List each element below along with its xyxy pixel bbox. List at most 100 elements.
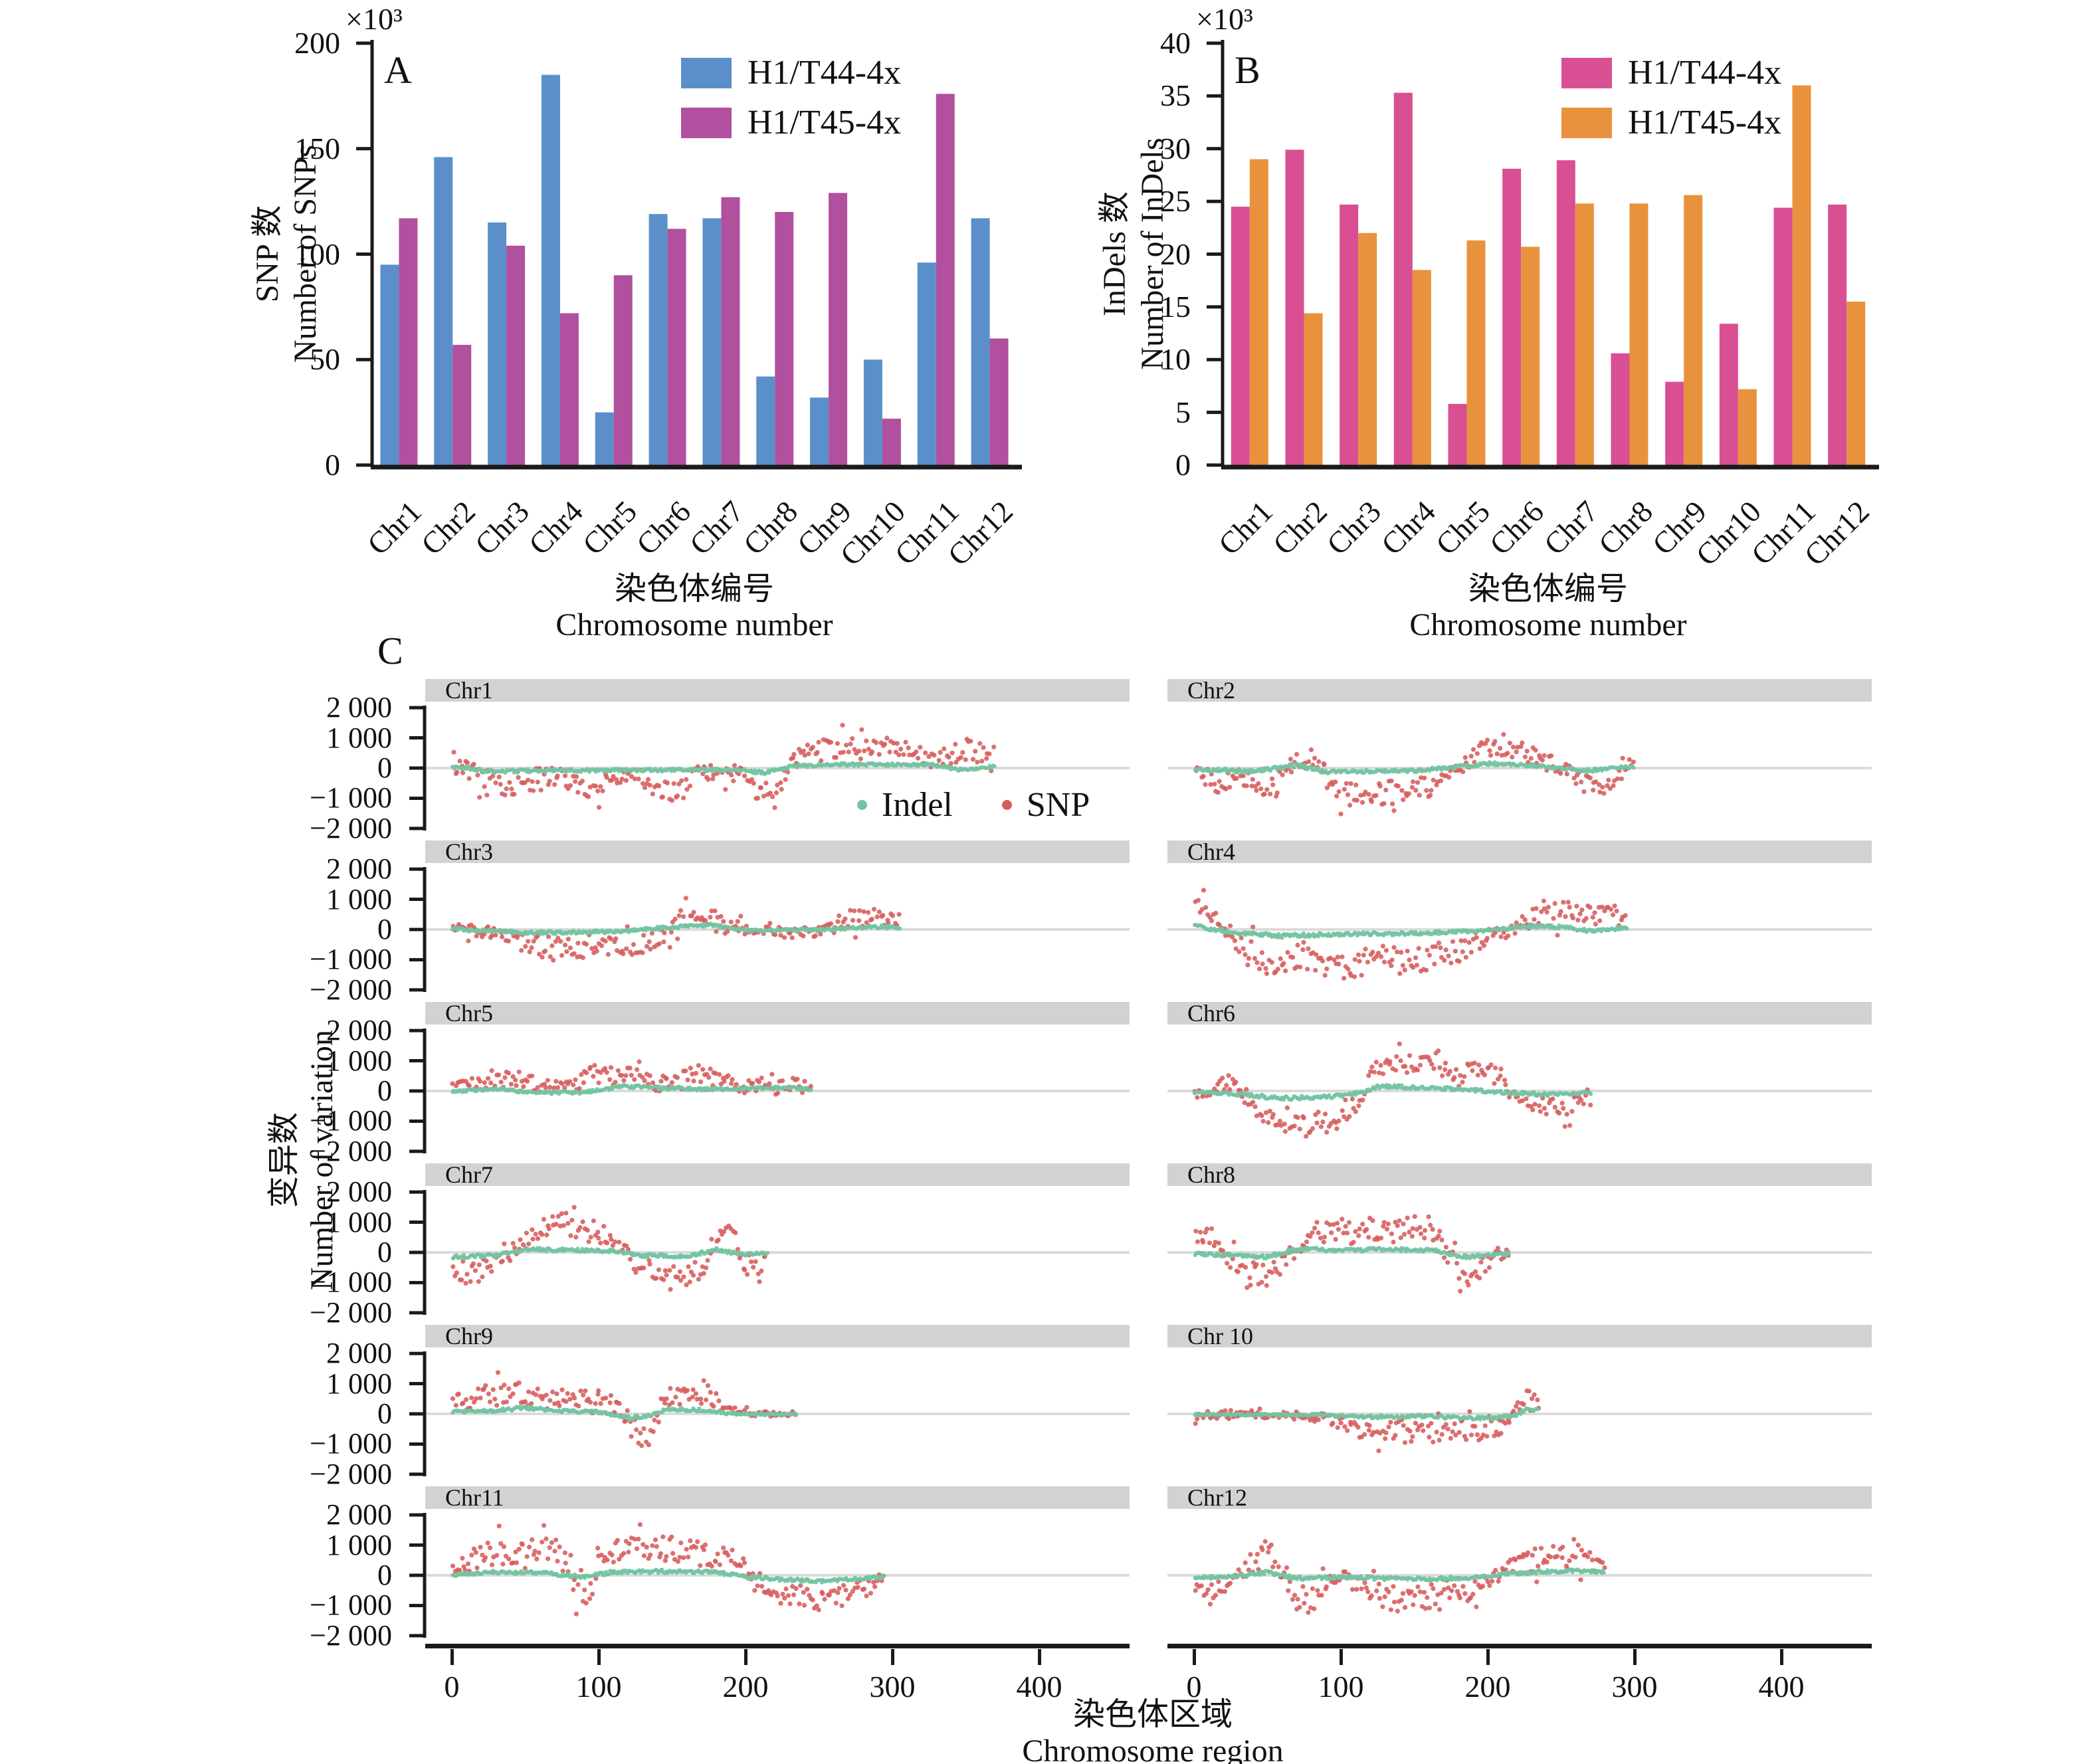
bar-chart-b-series-2-bars (1249, 85, 1866, 465)
panel-a-legend-row-1: H1/T44-4x (681, 53, 901, 92)
panel-c-y-tick-label: 0 (377, 913, 392, 945)
subplot-strip-chr7: Chr7 (425, 1163, 1130, 1187)
bar-chart-a-y-tick-label: 200 (294, 26, 340, 60)
subplot-y-axis (409, 1029, 427, 1153)
panel-c-y-tick-label: −1 000 (310, 1266, 392, 1299)
panel-c-y-tick-label: −2 000 (310, 1296, 392, 1329)
panel-c-x-tick (1038, 1649, 1041, 1665)
legend-swatch-orange (1561, 107, 1612, 138)
snp-points-group (1193, 1388, 1542, 1454)
panel-c-y-tick-label: −2 000 (310, 1134, 392, 1167)
scatter-subplot-chr8 (1167, 1214, 1872, 1294)
panel-b-legend: H1/T44-4x H1/T45-4x (1561, 53, 1781, 142)
indel-points-group (1193, 1567, 1606, 1583)
panel-a-exponent: ×10³ (346, 2, 403, 36)
panel-c-y-tick-label: −2 000 (310, 811, 392, 844)
subplot-strip-chr9: Chr9 (425, 1323, 1130, 1349)
indel-points-group (450, 1246, 770, 1260)
panel-c-x-tick-label: 100 (575, 1670, 622, 1704)
indel-points-group (1193, 1406, 1540, 1422)
panel-b-x-axis-title-zh: 染色体编号 (1468, 571, 1628, 607)
panel-a-x-axis-title-en: Chromosome number (555, 607, 833, 642)
indel-legend-marker (857, 800, 867, 810)
panel-c-x-tick-label: 200 (1464, 1670, 1511, 1704)
panel-c-y-tick-label: 1 000 (326, 1044, 392, 1077)
panel-c-x-tick-label: 0 (1186, 1670, 1202, 1704)
panel-b-x-axis-title-en: Chromosome number (1409, 607, 1687, 642)
scatter-subplot-chr3 (425, 896, 1130, 963)
snp-legend-marker (1001, 800, 1012, 810)
indel-points-group (1193, 922, 1629, 940)
subplot-y-axis (409, 1513, 427, 1638)
panel-a-legend-row-2: H1/T45-4x (681, 103, 901, 142)
subplot-strip-chr12: Chr12 (1167, 1486, 1872, 1510)
panel-c-y-tick-label: −2 000 (310, 973, 392, 1006)
panel-c-y-tick-label: 1 000 (326, 1205, 392, 1238)
panel-a-legend: H1/T44-4x H1/T45-4x (681, 53, 901, 142)
scatter-subplot-chr7 (425, 1205, 1130, 1292)
panel-c-y-tick-label: 2 000 (326, 1337, 392, 1370)
panel-c-y-tick-label: 0 (377, 1074, 392, 1107)
panel-c-y-tick-label: 0 (377, 1397, 392, 1430)
panel-c-x-axis-line (425, 1644, 1130, 1648)
snp-points-group (1192, 1041, 1593, 1139)
panel-c-y-tick-label: 0 (377, 751, 392, 784)
subplot-strip-chr10: Chr 10 (1167, 1324, 1872, 1348)
subplot-strip-label: Chr9 (445, 1323, 493, 1349)
subplot-strip-chr5: Chr5 (425, 1001, 1130, 1025)
panel-c-y-tick-label: 2 000 (326, 691, 392, 724)
panel-c-x-tick (1340, 1649, 1343, 1665)
subplot-strip-label: Chr2 (1187, 677, 1235, 704)
panel-c-y-tick-label: 2 000 (326, 1014, 392, 1047)
subplot-y-axis (409, 867, 427, 992)
indel-points-group (450, 1567, 886, 1585)
snp-points-group (450, 1522, 886, 1617)
subplot-strip-label: Chr8 (1187, 1161, 1235, 1188)
scatter-subplot-chr5 (425, 1059, 1130, 1097)
panel-b-exponent: ×10³ (1196, 2, 1253, 36)
subplot-strip-chr11: Chr11 (425, 1484, 1130, 1511)
bar-chart-b-series-1-bars (1231, 92, 1847, 466)
panel-b-legend-row-1: H1/T44-4x (1561, 53, 1781, 92)
panel-c-x-tick (1193, 1649, 1196, 1665)
subplot-strip-label: Chr11 (445, 1484, 504, 1511)
bar-chart-b-y-tick-label: 30 (1160, 131, 1191, 165)
bar-chart-b-y-tick-label: 0 (1175, 448, 1191, 482)
panel-c-x-tick-label: 300 (1611, 1670, 1658, 1704)
panel-c-x-tick (1633, 1649, 1637, 1665)
subplot-strip-label: Chr4 (1187, 838, 1235, 865)
panel-c-x-tick-label: 400 (1016, 1670, 1062, 1704)
bar-chart-a-y-tick-label: 0 (325, 448, 340, 482)
bar-chart-a-y-tick-label: 150 (294, 131, 340, 165)
scatter-subplot-chr10 (1167, 1388, 1872, 1454)
panel-c-y-tick-label: 2 000 (326, 852, 392, 886)
bar-chart-b-y-tick-label: 20 (1160, 237, 1191, 271)
panel-c-y-tick-label: −1 000 (310, 1589, 392, 1622)
indel-points-group (1192, 1082, 1593, 1102)
subplot-strip-chr2: Chr2 (1167, 677, 1872, 704)
legend-swatch-pink (1561, 57, 1612, 88)
snp-points-group (1193, 732, 1636, 817)
panel-a-x-axis-title-zh: 染色体编号 (614, 571, 774, 607)
panel-c-x-tick (1486, 1649, 1490, 1665)
panel-c-y-tick-label: 1 000 (326, 721, 392, 754)
scatter-subplot-chr1 (425, 722, 1130, 811)
bar-chart-b-y-tick-label: 10 (1160, 342, 1191, 377)
legend-swatch-blue (681, 57, 732, 88)
bar-chart-a-y-tick-label: 100 (294, 237, 340, 271)
panel-c-x-tick-label: 400 (1758, 1670, 1805, 1704)
bar-chart-b (1207, 40, 1879, 470)
panel-c-x-tick-label: 200 (722, 1670, 769, 1704)
scatter-subplot-chr4 (1167, 888, 1872, 981)
subplot-strip-chr8: Chr8 (1167, 1161, 1872, 1188)
panel-b-legend-label-1: H1/T44-4x (1628, 54, 1782, 92)
legend-swatch-purple (681, 107, 732, 138)
panel-b-letter: B (1235, 49, 1260, 92)
indel-points-group (450, 761, 997, 776)
panel-a-legend-label-2: H1/T45-4x (747, 104, 902, 142)
bar-chart-a (356, 40, 1022, 470)
bar-chart-a-series-1-bars (380, 74, 990, 465)
panel-c-y-tick-label: 1 000 (326, 1528, 392, 1561)
panel-c-y-tick-label: 0 (377, 1236, 392, 1268)
